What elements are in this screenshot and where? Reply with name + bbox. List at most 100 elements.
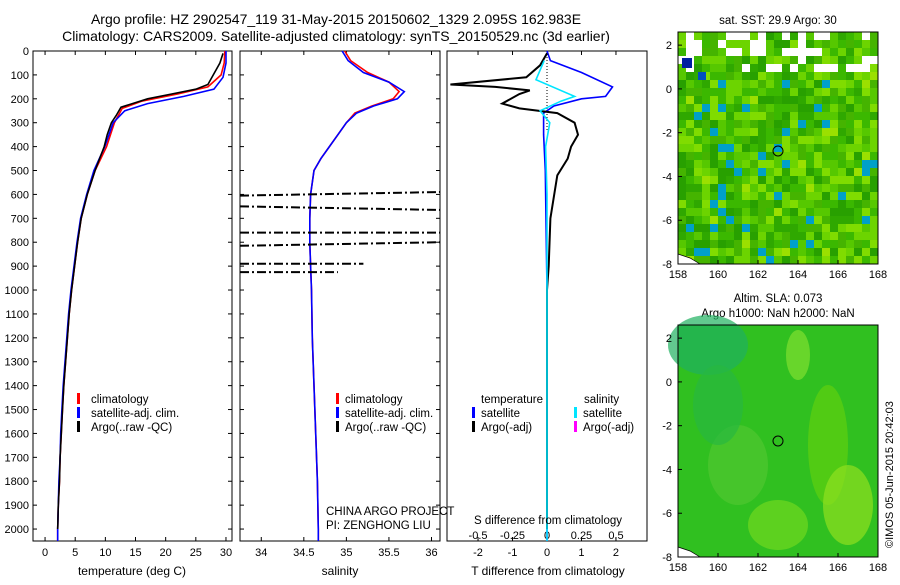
sst-cell xyxy=(830,232,838,240)
depth-tick-label: 100 xyxy=(11,70,29,82)
sst-cell xyxy=(862,144,870,152)
sst-cell xyxy=(846,144,854,152)
sst-cell xyxy=(870,128,878,136)
sst-cell xyxy=(806,192,814,200)
sst-cell xyxy=(718,136,726,144)
sst-cell xyxy=(750,112,758,120)
sst-cell xyxy=(814,168,822,176)
sst-cell xyxy=(870,152,878,160)
sst-cell xyxy=(838,192,846,200)
sst-cell xyxy=(822,136,830,144)
sst-cell xyxy=(822,128,830,136)
sst-cell xyxy=(830,192,838,200)
sst-cell xyxy=(742,136,750,144)
sst-cell xyxy=(854,40,862,48)
sst-cell xyxy=(790,208,798,216)
sst-cell xyxy=(718,208,726,216)
sst-cell xyxy=(830,72,838,80)
sst-cell xyxy=(830,248,838,256)
sla-map-frame xyxy=(677,324,879,558)
sst-cell xyxy=(686,48,694,56)
sst-cell xyxy=(822,192,830,200)
sst-cell xyxy=(694,32,702,40)
sst-cell xyxy=(822,40,830,48)
sst-cell xyxy=(790,48,798,56)
sst-cell xyxy=(798,232,806,240)
temperature-panel: 0100200300400500600700800900100011001200… xyxy=(5,46,233,578)
sst-cell xyxy=(750,232,758,240)
sst-cell xyxy=(758,72,766,80)
sst-cell xyxy=(710,88,718,96)
sst-cell xyxy=(862,256,870,264)
sst-cell xyxy=(758,48,766,56)
sst-cell xyxy=(870,240,878,248)
sst-cell xyxy=(774,56,782,64)
sst-cell xyxy=(838,40,846,48)
argo-salinity-segment xyxy=(239,191,441,197)
sst-cell xyxy=(774,72,782,80)
sst-cell xyxy=(798,168,806,176)
sst-cell xyxy=(766,112,774,120)
sst-cell xyxy=(702,112,710,120)
s-difference-label: S difference from climatology xyxy=(474,515,622,527)
sla-anomaly xyxy=(668,315,748,375)
sst-cell xyxy=(742,232,750,240)
sst-cell xyxy=(678,112,686,120)
sst-cell xyxy=(742,240,750,248)
sst-cell xyxy=(782,120,790,128)
sst-cell xyxy=(822,144,830,152)
sst-cell xyxy=(702,192,710,200)
sst-cell xyxy=(710,120,718,128)
sst-cell xyxy=(870,112,878,120)
temperature-tick-label: 10 xyxy=(99,547,111,559)
longitude-tick-label: 166 xyxy=(829,562,847,574)
sst-cell xyxy=(822,56,830,64)
sst-cell xyxy=(870,144,878,152)
sst-cell xyxy=(838,256,846,264)
salinity-tick-label: 35 xyxy=(340,547,352,559)
sst-cell xyxy=(790,160,798,168)
sst-cell xyxy=(710,128,718,136)
sst-cell xyxy=(734,40,742,48)
depth-tick-label: 400 xyxy=(11,142,29,154)
sst-cell xyxy=(830,96,838,104)
sst-cell xyxy=(694,152,702,160)
sst-cell xyxy=(742,88,750,96)
sst-cell xyxy=(750,224,758,232)
sst-cell xyxy=(782,136,790,144)
sst-cell xyxy=(862,128,870,136)
sst-cell xyxy=(870,136,878,144)
sst-cell xyxy=(862,192,870,200)
salinity-axes-frame xyxy=(239,50,441,542)
sst-cell xyxy=(782,160,790,168)
sst-cell xyxy=(822,160,830,168)
sst-cell xyxy=(790,32,798,40)
sst-cell xyxy=(742,128,750,136)
sst-cell xyxy=(846,176,854,184)
sst-cell xyxy=(814,104,822,112)
sst-cell xyxy=(678,152,686,160)
sst-cell xyxy=(726,96,734,104)
sst-cell xyxy=(734,168,742,176)
sst-cell xyxy=(718,80,726,88)
s-diff-tick-label: 0.25 xyxy=(571,530,592,542)
sst-cell xyxy=(758,160,766,168)
sst-cell xyxy=(806,208,814,216)
sst-cell xyxy=(734,80,742,88)
sst-cell xyxy=(870,176,878,184)
sst-cell xyxy=(734,64,742,72)
sst-cell xyxy=(806,112,814,120)
sst-cell xyxy=(822,88,830,96)
sst-cell xyxy=(782,64,790,72)
sst-cell xyxy=(774,248,782,256)
sst-cell xyxy=(862,80,870,88)
sst-cell xyxy=(798,48,806,56)
sst-cell xyxy=(838,152,846,160)
sst-cell xyxy=(846,32,854,40)
sst-cell xyxy=(702,160,710,168)
depth-tick-label: 700 xyxy=(11,213,29,225)
sst-cell xyxy=(710,144,718,152)
sst-cell xyxy=(790,192,798,200)
sst-cell xyxy=(742,32,750,40)
sst-cell xyxy=(862,48,870,56)
